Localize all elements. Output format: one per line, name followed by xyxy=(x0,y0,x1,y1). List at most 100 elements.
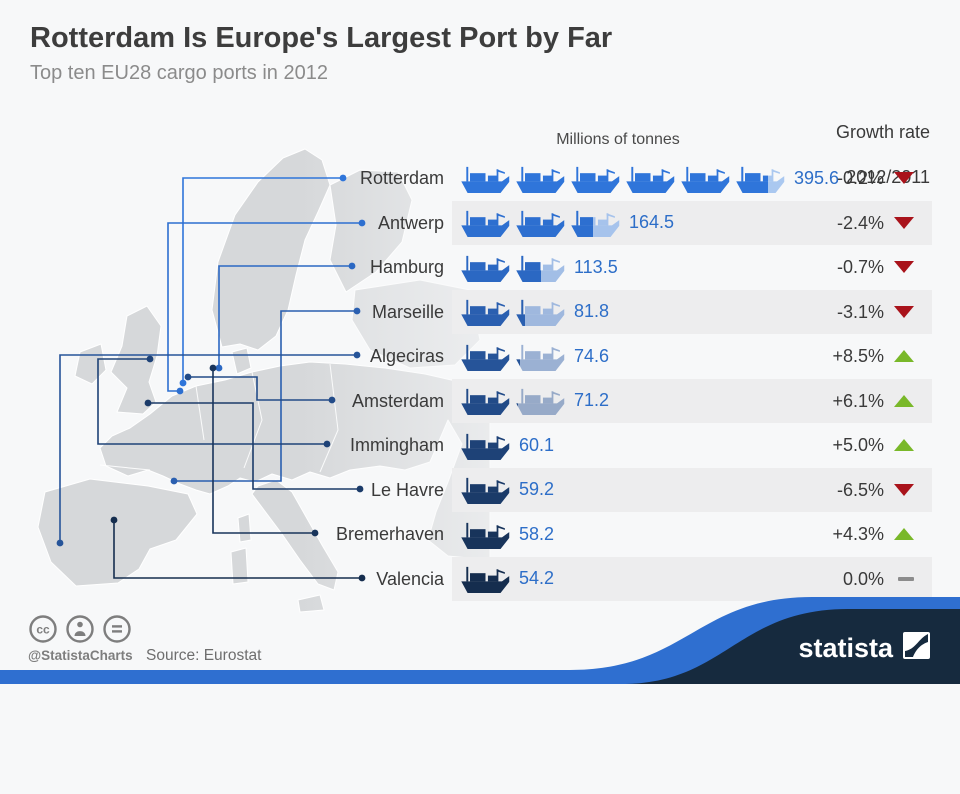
label-dot-hamburg xyxy=(348,262,356,270)
table-row: Bremerhaven 58.2 +4.3% xyxy=(0,512,960,557)
connector-line-amsterdam xyxy=(188,376,332,401)
row-data-cell: 54.2 xyxy=(452,556,932,601)
port-label: Hamburg xyxy=(369,257,444,277)
ship-pictogram-group xyxy=(460,163,786,194)
equal-icon xyxy=(103,615,131,643)
port-label: Amsterdam xyxy=(351,390,444,411)
growth-rate-value: -2.4% xyxy=(836,212,884,233)
footer-brand-band: statista xyxy=(0,597,960,684)
license-icons: cc xyxy=(28,614,132,644)
ship-pictogram-group xyxy=(460,474,511,505)
ship-icon xyxy=(460,563,511,594)
table-row: Valencia 54.2 0.0% xyxy=(0,556,960,601)
ship-icon xyxy=(460,207,511,238)
ship-icon-partial xyxy=(570,207,621,238)
ship-pictogram-group xyxy=(460,563,511,594)
port-location-dot-bremerhaven xyxy=(209,364,217,372)
label-dot-antwerp xyxy=(358,219,366,227)
row-data-cell: 60.1 xyxy=(452,423,932,468)
label-dot-amsterdam xyxy=(328,396,336,404)
ship-icon xyxy=(680,163,731,194)
tonnage-value: 71.2 xyxy=(574,390,610,411)
growth-flat-dash-icon xyxy=(898,576,914,581)
row-data-cell: 59.2 xyxy=(452,467,932,512)
port-connector-lines xyxy=(56,174,366,582)
tonnage-value: 58.2 xyxy=(519,523,555,544)
ship-icon-partial xyxy=(515,341,566,372)
tonnage-value: 59.2 xyxy=(519,479,555,500)
port-location-dot-marseille xyxy=(170,477,178,485)
port-location-dot-immingham xyxy=(146,355,154,363)
growth-rate-value: -3.1% xyxy=(836,301,884,322)
port-location-dot-le-havre xyxy=(144,399,152,407)
table-row: Rotterdam 395.6 -0.2% xyxy=(0,156,960,201)
statista-handle: @StatistaCharts xyxy=(28,648,133,663)
page-title: Rotterdam Is Europe's Largest Port by Fa… xyxy=(30,22,613,54)
ship-icon-partial xyxy=(515,296,566,327)
label-dot-rotterdam xyxy=(339,174,347,182)
port-label: Marseille xyxy=(371,301,444,322)
row-data-cell: 81.8 xyxy=(452,289,932,334)
ship-icon xyxy=(460,163,511,194)
growth-up-triangle-icon xyxy=(894,394,914,407)
connector-line-le-havre xyxy=(148,402,360,490)
cc-icon: cc xyxy=(29,615,57,643)
growth-rate-value: +8.5% xyxy=(832,346,884,366)
growth-down-triangle-icon xyxy=(894,305,914,318)
port-location-dot-valencia xyxy=(110,516,118,524)
port-location-dot-hamburg xyxy=(215,364,223,372)
ship-icon-partial xyxy=(515,385,566,416)
ship-pictogram-group xyxy=(460,430,511,461)
port-label: Algeciras xyxy=(369,346,444,366)
tonnage-value: 395.6 xyxy=(794,167,840,188)
page-subtitle: Top ten EU28 cargo ports in 2012 xyxy=(30,62,328,84)
ship-pictogram-group xyxy=(460,385,566,416)
tonnage-value: 54.2 xyxy=(519,568,555,589)
statista-logo-icon xyxy=(903,632,930,659)
ship-pictogram-group xyxy=(460,519,511,550)
growth-up-triangle-icon xyxy=(894,350,914,363)
ship-icon xyxy=(460,474,511,505)
statista-wordmark: statista xyxy=(798,633,894,663)
column-header-tonnes: Millions of tonnes xyxy=(556,131,680,148)
growth-rate-value: -6.5% xyxy=(836,479,884,500)
tonnage-value: 74.6 xyxy=(574,345,610,366)
port-label: Antwerp xyxy=(377,212,444,233)
table-row: Hamburg 113.5 -0.7% xyxy=(0,245,960,290)
port-location-dot-antwerp xyxy=(176,387,184,395)
ship-partial-fill xyxy=(515,296,525,327)
growth-rate-value: -0.2% xyxy=(836,168,884,188)
ship-icon xyxy=(570,163,621,194)
ship-icon-partial xyxy=(515,252,566,283)
growth-down-triangle-icon xyxy=(894,172,914,185)
connector-line-bremerhaven xyxy=(212,368,315,534)
table-row: Marseille 81.8 -3.1% xyxy=(0,289,960,334)
connector-line-valencia xyxy=(113,520,362,579)
ship-icon xyxy=(460,430,511,461)
tonnage-value: 81.8 xyxy=(574,301,610,322)
row-data-cell: 58.2 xyxy=(452,512,932,557)
tonnage-value: 60.1 xyxy=(519,434,555,455)
port-table: Rotterdam 395.6 -0.2% Antwerp 164.5 -2.4% Hamb… xyxy=(0,156,960,601)
ship-icon-partial xyxy=(735,163,786,194)
table-row: Le Havre 59.2 -6.5% xyxy=(0,467,960,512)
ship-pictogram-group xyxy=(460,252,566,283)
ship-icon xyxy=(460,519,511,550)
label-dot-bremerhaven xyxy=(311,529,319,537)
attribution-person-icon xyxy=(66,615,94,643)
connector-line-algeciras xyxy=(59,354,357,543)
label-dot-immingham xyxy=(323,440,331,448)
ship-partial-fill xyxy=(515,341,520,372)
ship-icon xyxy=(625,163,676,194)
label-dot-algeciras xyxy=(353,351,361,359)
ship-partial-fill xyxy=(735,163,768,194)
tonnage-value: 164.5 xyxy=(629,212,675,233)
table-row: Immingham 60.1 +5.0% xyxy=(0,423,960,468)
ship-icon xyxy=(460,341,511,372)
connector-line-rotterdam xyxy=(182,177,343,383)
growth-up-triangle-icon xyxy=(894,528,914,541)
growth-rate-value: +5.0% xyxy=(832,435,884,455)
ship-icon xyxy=(515,163,566,194)
row-data-cell: 395.6 xyxy=(452,156,932,201)
port-location-dot-amsterdam xyxy=(184,373,192,381)
